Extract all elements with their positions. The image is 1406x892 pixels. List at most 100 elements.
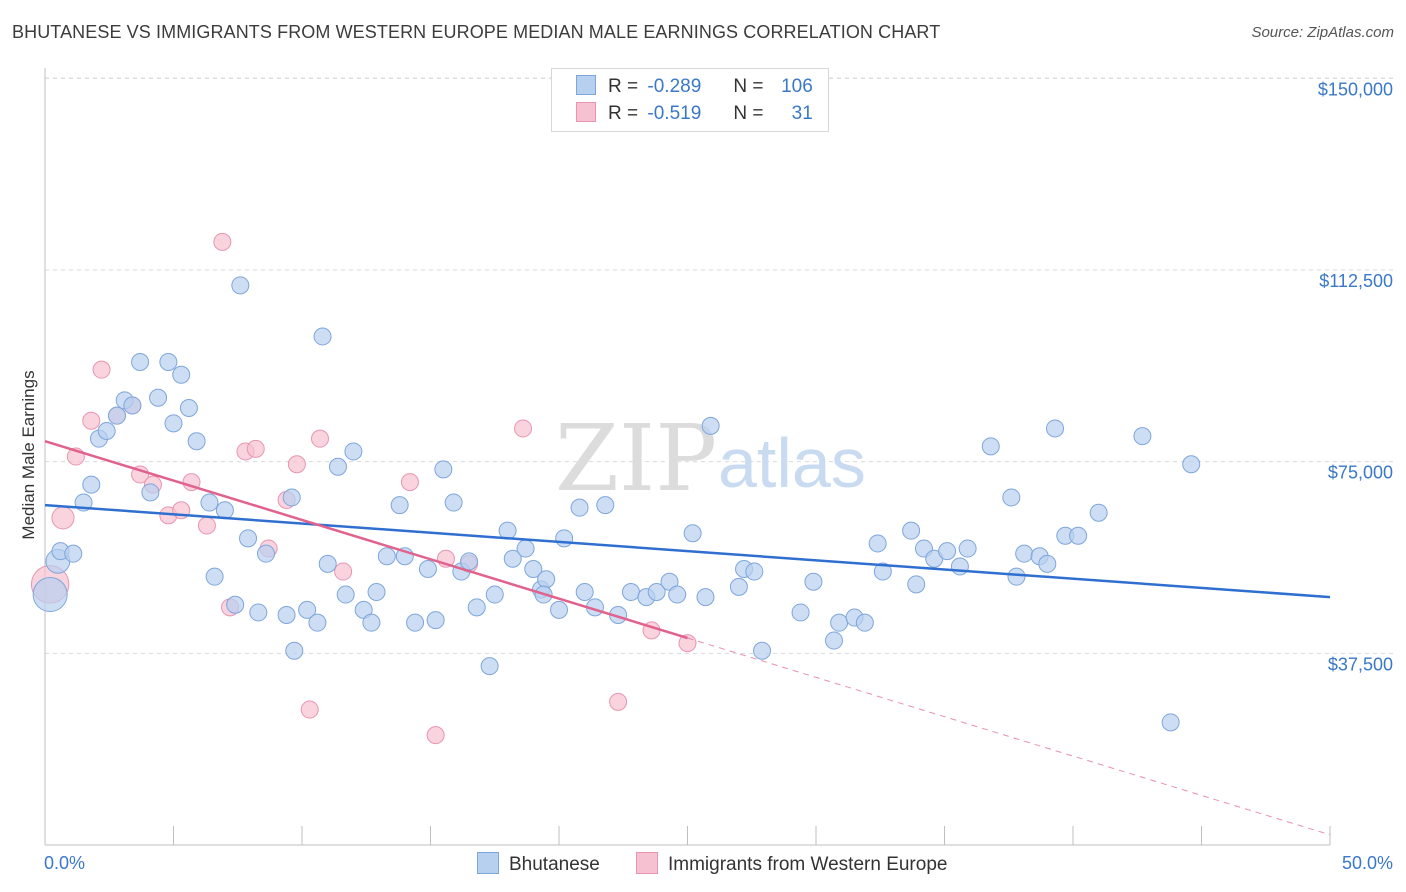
chart-title: BHUTANESE VS IMMIGRANTS FROM WESTERN EUR… — [12, 22, 941, 42]
series-bhutanese-points — [32, 276, 1201, 732]
legend-r-label: R = — [608, 103, 639, 124]
data-point-bhutanese — [804, 572, 823, 591]
data-point-bhutanese — [647, 583, 666, 601]
legend-n-label: N = — [733, 103, 764, 124]
x-tick-labels: 0.0% 50.0% — [44, 853, 1393, 873]
data-point-bhutanese — [187, 432, 206, 451]
data-point-bhutanese — [824, 631, 843, 650]
data-point-bhutanese — [516, 539, 535, 558]
data-point-bhutanese — [1038, 554, 1057, 573]
data-point-bhutanese — [485, 585, 504, 604]
data-point-bhutanese — [164, 414, 183, 433]
legend-swatch-pink — [576, 102, 596, 122]
x-tick-label: 0.0% — [44, 853, 85, 873]
data-point-bhutanese — [467, 598, 486, 617]
legend-n-value: 31 — [791, 103, 813, 124]
y-tick-labels: $37,500 $75,000 $112,500 $150,000 — [1318, 79, 1393, 674]
y-tick-label: $112,500 — [1319, 271, 1393, 291]
data-point-bhutanese — [277, 606, 296, 624]
data-point-bhutanese — [205, 567, 224, 586]
bottom-legend-swatch-pink — [636, 852, 658, 874]
data-point-immigrants — [213, 232, 232, 251]
data-point-bhutanese — [907, 575, 926, 594]
data-point-bhutanese — [308, 613, 327, 632]
data-point-bhutanese — [362, 613, 381, 632]
data-point-immigrants — [51, 506, 75, 530]
legend-r-value: -0.519 — [647, 103, 702, 124]
y-axis-label: Median Male Earnings — [19, 370, 38, 539]
data-point-bhutanese — [107, 406, 126, 425]
data-point-bhutanese — [82, 475, 101, 494]
data-point-bhutanese — [550, 600, 568, 619]
data-point-bhutanese — [668, 585, 687, 604]
data-point-immigrants — [300, 700, 319, 719]
data-point-bhutanese — [141, 483, 160, 502]
data-point-bhutanese — [596, 496, 615, 515]
trendline-immigrants-extension — [687, 637, 1331, 836]
data-point-immigrants — [426, 726, 445, 745]
data-point-bhutanese — [524, 560, 543, 578]
data-point-immigrants — [246, 439, 265, 458]
data-point-bhutanese — [318, 554, 337, 573]
data-point-immigrants — [197, 516, 216, 535]
data-point-bhutanese — [830, 613, 849, 632]
y-tick-label: $150,000 — [1318, 79, 1393, 99]
data-point-bhutanese — [418, 560, 437, 578]
y-tick-label: $37,500 — [1328, 654, 1393, 674]
legend-row-immigrants: R = -0.519 N = 31 — [576, 102, 813, 126]
data-point-immigrants — [514, 419, 533, 438]
data-point-bhutanese — [367, 583, 386, 601]
data-point-bhutanese — [226, 595, 245, 614]
data-point-bhutanese — [231, 276, 250, 295]
data-point-bhutanese — [575, 583, 594, 601]
data-point-bhutanese — [172, 365, 191, 384]
legend-row-bhutanese: R = -0.289 N = 106 — [576, 75, 813, 99]
gridlines — [45, 77, 1395, 654]
data-point-bhutanese — [868, 534, 887, 553]
data-point-bhutanese — [701, 416, 720, 435]
data-point-immigrants — [82, 411, 101, 430]
data-point-bhutanese — [1161, 713, 1180, 732]
data-point-bhutanese — [32, 577, 68, 613]
data-point-bhutanese — [390, 496, 409, 515]
data-point-bhutanese — [313, 327, 332, 346]
data-point-bhutanese — [981, 437, 1000, 456]
data-point-bhutanese — [123, 396, 142, 415]
data-point-bhutanese — [1133, 427, 1152, 446]
data-point-bhutanese — [696, 588, 715, 607]
data-point-bhutanese — [200, 493, 219, 512]
data-point-bhutanese — [1002, 488, 1021, 507]
trendlines — [44, 440, 1331, 836]
watermark: ZIP atlas — [555, 405, 866, 512]
data-point-bhutanese — [282, 488, 301, 507]
watermark-atlas: atlas — [718, 424, 866, 502]
data-point-immigrants — [287, 455, 306, 474]
data-point-immigrants — [92, 360, 111, 379]
chart-source: Source: ZipAtlas.com — [1251, 24, 1394, 41]
data-point-bhutanese — [873, 562, 892, 581]
data-point-bhutanese — [179, 399, 198, 417]
data-point-bhutanese — [683, 524, 702, 543]
data-point-bhutanese — [950, 557, 969, 576]
bottom-legend-label: Bhutanese — [509, 854, 600, 875]
data-point-bhutanese — [537, 570, 556, 589]
data-point-bhutanese — [159, 353, 178, 371]
data-point-bhutanese — [97, 422, 116, 440]
data-point-bhutanese — [1182, 455, 1201, 474]
data-point-bhutanese — [958, 539, 977, 558]
data-point-bhutanese — [257, 544, 276, 563]
data-point-bhutanese — [298, 600, 317, 619]
data-point-bhutanese — [377, 547, 396, 566]
correlation-legend: R = -0.289 N = 106 R = -0.519 N = 31 — [551, 68, 829, 132]
data-point-bhutanese — [344, 442, 363, 461]
bottom-legend-bhutanese: Bhutanese — [477, 852, 600, 876]
data-point-bhutanese — [1069, 526, 1088, 545]
data-point-immigrants — [609, 692, 628, 711]
data-point-bhutanese — [791, 603, 810, 622]
data-point-bhutanese — [64, 544, 83, 563]
data-point-bhutanese — [328, 457, 347, 476]
data-point-bhutanese — [555, 529, 574, 548]
data-point-bhutanese — [131, 353, 150, 371]
data-point-bhutanese — [745, 562, 764, 581]
